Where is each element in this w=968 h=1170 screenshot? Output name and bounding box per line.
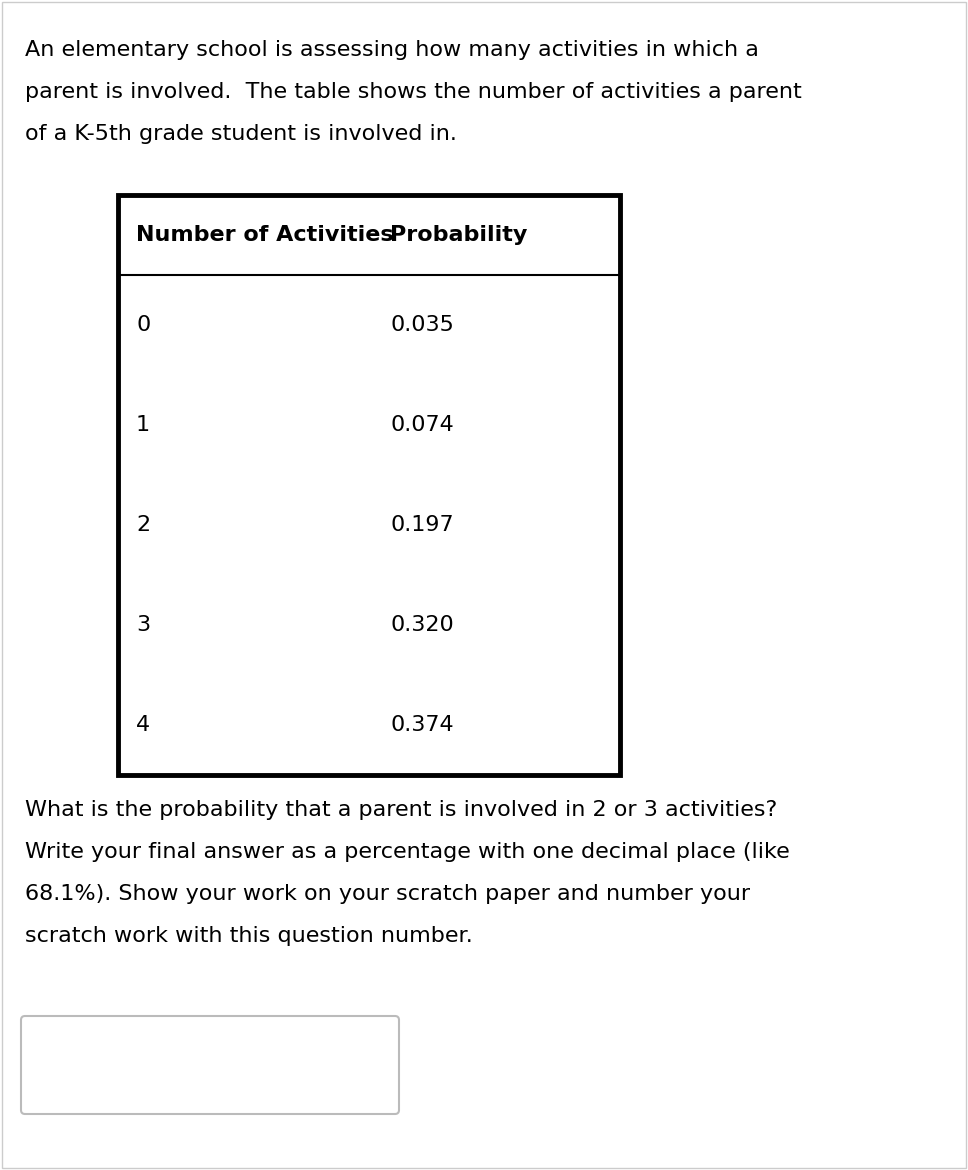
Text: 68.1%). Show your work on your scratch paper and number your: 68.1%). Show your work on your scratch p… [25, 885, 750, 904]
Text: 0.074: 0.074 [390, 415, 454, 435]
Text: 0.374: 0.374 [390, 715, 454, 735]
Text: 0.197: 0.197 [390, 515, 454, 535]
Text: 0.035: 0.035 [390, 315, 454, 335]
Text: 2: 2 [136, 515, 150, 535]
Text: parent is involved.  The table shows the number of activities a parent: parent is involved. The table shows the … [25, 82, 802, 102]
Text: 0.320: 0.320 [390, 615, 454, 635]
Bar [118, 195, 620, 775]
Text: scratch work with this question number.: scratch work with this question number. [25, 925, 472, 947]
Text: Number of Activities: Number of Activities [136, 225, 394, 245]
Text: What is the probability that a parent is involved in 2 or 3 activities?: What is the probability that a parent is… [25, 800, 777, 820]
Text: Write your final answer as a percentage with one decimal place (like: Write your final answer as a percentage … [25, 842, 790, 862]
Text: 1: 1 [136, 415, 150, 435]
FancyBboxPatch shape [21, 1016, 399, 1114]
Text: Probability: Probability [390, 225, 528, 245]
Text: of a K-5th grade student is involved in.: of a K-5th grade student is involved in. [25, 124, 457, 144]
Text: 0: 0 [136, 315, 150, 335]
Text: An elementary school is assessing how many activities in which a: An elementary school is assessing how ma… [25, 40, 759, 60]
Text: 3: 3 [136, 615, 150, 635]
Text: 4: 4 [136, 715, 150, 735]
